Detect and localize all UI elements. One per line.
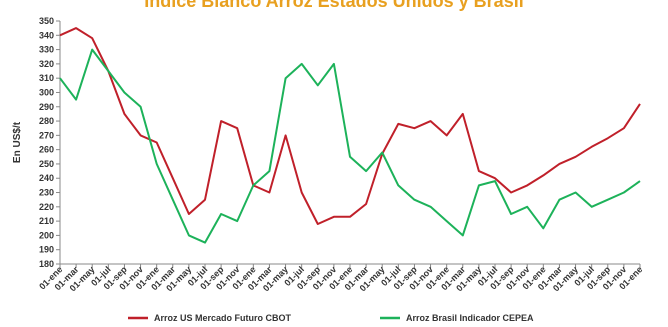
y-tick-label: 350 [39, 16, 54, 26]
y-tick-label: 270 [39, 130, 54, 140]
series-lines [59, 27, 641, 244]
y-tick-label: 220 [39, 202, 54, 212]
y-tick-label: 230 [39, 188, 54, 198]
y-tick-label: 320 [39, 59, 54, 69]
chart-title: Índice Blanco Arroz Estados Unidos y Bra… [144, 0, 524, 11]
chart-legend: Arroz US Mercado Futuro CBOT Arroz Brasil… [128, 313, 534, 323]
y-tick-label: 250 [39, 159, 54, 169]
legend-label-2: Arroz Brasil Indicador CEPEA [406, 313, 534, 323]
y-tick-label: 300 [39, 87, 54, 97]
series-line-1 [59, 27, 641, 225]
legend-label-1: Arroz US Mercado Futuro CBOT [154, 313, 292, 323]
y-tick-label: 340 [39, 30, 54, 40]
y-tick-label: 330 [39, 45, 54, 55]
y-tick-label: 280 [39, 116, 54, 126]
x-axis-ticks: 01-ene01-mar01-may01-jul01-sep01-nov01-e… [37, 264, 644, 293]
y-tick-label: 180 [39, 259, 54, 269]
y-tick-label: 210 [39, 216, 54, 226]
y-axis-ticks: 180 190 200 210 220 230 240 250 260 270 280 290 300 3… [39, 16, 60, 269]
y-tick-label: 260 [39, 145, 54, 155]
chart-axes [59, 21, 640, 265]
y-tick-label: 190 [39, 245, 54, 255]
y-tick-label: 240 [39, 173, 54, 183]
y-tick-label: 200 [39, 230, 54, 240]
y-axis-label: En US$/t [12, 121, 23, 163]
y-tick-label: 290 [39, 102, 54, 112]
y-tick-label: 310 [39, 73, 54, 83]
series-line-2 [59, 48, 641, 244]
